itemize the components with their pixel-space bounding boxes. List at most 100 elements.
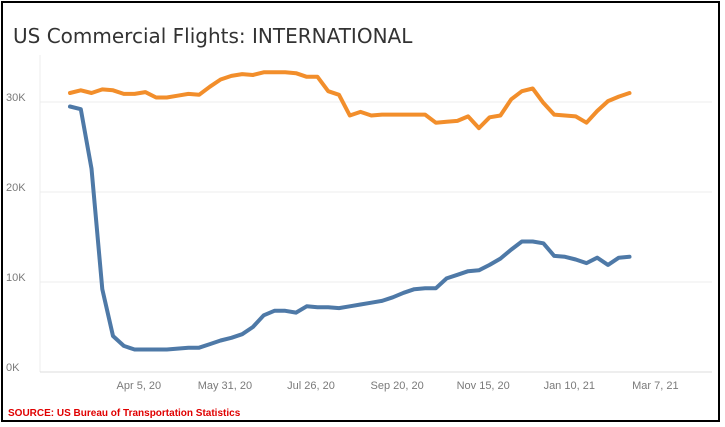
data-point (488, 115, 492, 119)
data-point (563, 255, 567, 259)
data-point (337, 93, 341, 97)
data-point (445, 276, 449, 280)
x-tick-label: Apr 5, 20 (117, 380, 162, 392)
data-point (143, 347, 147, 352)
data-point (272, 70, 277, 74)
source-note: SOURCE: US Bureau of Transportation Stat… (8, 408, 241, 419)
data-point (574, 257, 578, 262)
data-point (283, 70, 287, 74)
chart-frame: US Commercial Flights: INTERNATIONAL SOU… (1, 1, 720, 422)
data-point (498, 257, 502, 261)
x-tick-label: Jul 26, 20 (287, 380, 335, 392)
data-point (89, 167, 94, 171)
data-point (165, 347, 169, 352)
data-point (552, 254, 556, 258)
data-point (358, 302, 363, 307)
data-point (68, 91, 72, 95)
data-point (122, 92, 126, 96)
chart-title: US Commercial Flights: INTERNATIONAL (13, 24, 413, 48)
data-point (262, 70, 266, 74)
data-point (434, 121, 438, 125)
data-point (627, 255, 632, 259)
data-point (251, 325, 255, 329)
data-point (412, 113, 416, 117)
data-point (176, 347, 180, 351)
x-tick-label: May 31, 20 (198, 380, 252, 392)
data-point (509, 97, 513, 101)
data-point (132, 347, 137, 352)
data-point (380, 113, 384, 117)
data-point (176, 94, 180, 98)
data-point (401, 113, 406, 117)
data-point (455, 119, 459, 123)
data-point (315, 305, 320, 309)
data-point (208, 342, 212, 346)
data-point (262, 313, 266, 317)
data-point (197, 93, 201, 97)
series-line-1 (68, 70, 632, 131)
data-point (477, 268, 481, 272)
data-point (219, 338, 223, 343)
data-point (111, 88, 115, 92)
data-point (541, 101, 546, 105)
data-point (165, 95, 169, 100)
data-point (509, 248, 513, 252)
data-point (79, 88, 83, 92)
data-point (391, 113, 395, 117)
data-point (294, 71, 298, 75)
data-point (315, 75, 320, 79)
y-tick-label: 20K (6, 182, 26, 194)
data-point (100, 287, 104, 291)
data-point (520, 239, 524, 244)
data-point (391, 295, 395, 299)
data-point (488, 263, 492, 267)
data-point (412, 287, 416, 291)
y-tick-label: 30K (6, 92, 26, 104)
data-point (348, 304, 352, 308)
series-line-2 (68, 104, 632, 352)
data-point (305, 304, 309, 308)
data-point (132, 92, 137, 96)
data-point (369, 113, 373, 118)
data-point (617, 256, 621, 260)
data-point (627, 91, 632, 95)
x-tick-label: Jan 10, 21 (544, 380, 595, 392)
x-tick-label: Mar 7, 21 (632, 380, 678, 392)
x-tick-label: Sep 20, 20 (370, 380, 423, 392)
data-point (466, 114, 470, 118)
data-point (219, 77, 223, 82)
data-point (294, 311, 298, 315)
data-point (574, 114, 578, 118)
data-point (348, 113, 352, 118)
data-point (229, 74, 233, 78)
data-point (79, 107, 83, 111)
data-point (606, 263, 610, 267)
data-point (423, 113, 427, 117)
data-point (154, 347, 158, 352)
data-point (455, 273, 459, 277)
data-point (477, 126, 481, 130)
y-tick-label: 10K (6, 272, 26, 284)
data-point (229, 336, 233, 340)
data-point (584, 121, 589, 125)
data-point (617, 95, 621, 99)
data-point (358, 110, 363, 114)
data-point (531, 239, 535, 244)
data-point (272, 309, 277, 313)
data-point (520, 89, 524, 93)
data-point (68, 104, 72, 109)
data-point (498, 113, 502, 118)
data-point (251, 73, 255, 77)
data-point (606, 99, 610, 103)
data-point (111, 334, 115, 338)
y-tick-label: 0K (6, 362, 20, 374)
data-point (208, 85, 212, 89)
data-point (423, 286, 427, 290)
data-point (143, 90, 147, 94)
data-point (240, 72, 244, 76)
data-point (584, 261, 589, 265)
data-point (552, 113, 556, 117)
data-point (595, 256, 599, 260)
data-point (305, 75, 309, 79)
